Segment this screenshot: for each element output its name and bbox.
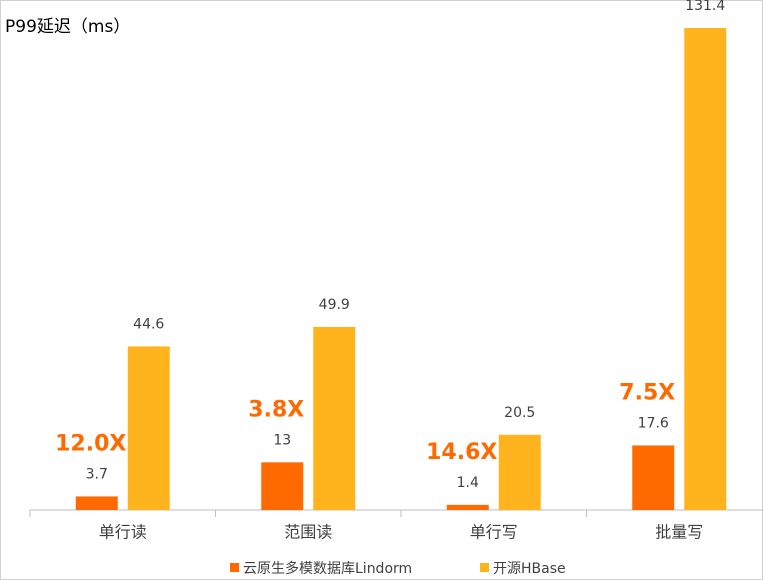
legend-label: 开源HBase xyxy=(493,561,566,577)
value-label: 44.6 xyxy=(133,316,164,332)
value-label: 3.7 xyxy=(86,466,108,482)
x-tick-label: 批量写 xyxy=(655,523,703,542)
bar xyxy=(75,496,118,510)
value-label: 131.4 xyxy=(685,0,725,14)
annotation: 3.8X xyxy=(248,397,304,422)
bar xyxy=(684,28,727,510)
bar xyxy=(127,346,170,510)
bar xyxy=(498,434,541,510)
annotation: 12.0X xyxy=(55,431,126,456)
value-label: 49.9 xyxy=(319,297,350,313)
value-label: 17.6 xyxy=(638,415,669,431)
bar xyxy=(446,504,489,510)
bar xyxy=(261,462,304,510)
chart-title: P99延迟（ms） xyxy=(5,17,130,37)
annotation: 14.6X xyxy=(426,440,497,465)
x-tick-label: 范围读 xyxy=(284,523,332,542)
annotation: 7.5X xyxy=(619,380,675,405)
value-label: 20.5 xyxy=(504,405,535,421)
legend-swatch xyxy=(480,563,489,572)
bar xyxy=(632,445,675,510)
legend-label: 云原生多模数据库Lindorm xyxy=(243,560,412,577)
x-tick-label: 单行写 xyxy=(470,523,518,542)
legend-swatch xyxy=(230,563,239,572)
value-label: 13 xyxy=(273,432,291,448)
x-tick-label: 单行读 xyxy=(99,523,147,542)
value-label: 1.4 xyxy=(457,475,479,491)
bar xyxy=(313,326,356,510)
